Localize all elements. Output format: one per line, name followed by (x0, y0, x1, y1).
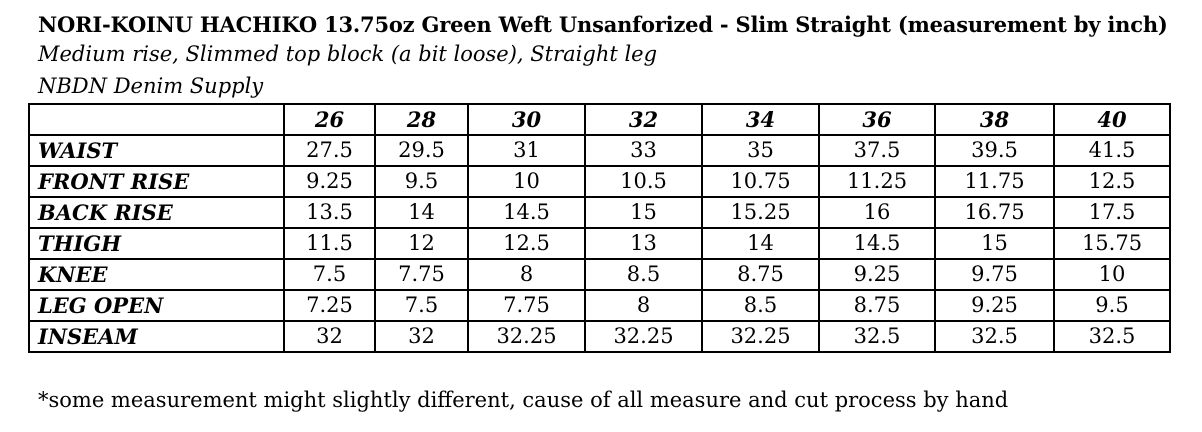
measurement-cell: 13.5 (283, 196, 376, 229)
document-subtitle: Medium rise, Slimmed top block (a bit lo… (38, 42, 658, 66)
measurement-cell: 13 (584, 227, 703, 260)
measurement-cell: 14.5 (467, 196, 586, 229)
measurement-cell: 27.5 (283, 134, 376, 167)
header-row: 26 28 30 32 34 36 38 40 (28, 103, 1171, 136)
measurement-cell: 32 (374, 320, 469, 353)
size-header: 28 (374, 103, 469, 136)
measurement-cell: 32.5 (1053, 320, 1171, 353)
measurement-cell: 15 (584, 196, 703, 229)
document-title: NORI-KOINU HACHIKO 13.75oz Green Weft Un… (38, 12, 1168, 37)
measurement-cell: 11.25 (818, 165, 936, 198)
measurement-cell: 8 (467, 258, 586, 291)
measurement-cell: 9.5 (1053, 289, 1171, 322)
measurement-cell: 7.75 (374, 258, 469, 291)
measurement-cell: 8.5 (584, 258, 703, 291)
measurement-cell: 12 (374, 227, 469, 260)
measurement-cell: 7.25 (283, 289, 376, 322)
measurement-cell: 8.5 (701, 289, 820, 322)
size-header: 40 (1053, 103, 1171, 136)
measurement-cell: 14 (701, 227, 820, 260)
footnote: *some measurement might slightly differe… (38, 388, 1009, 412)
row-label: INSEAM (28, 320, 285, 353)
measurement-cell: 16.75 (934, 196, 1055, 229)
size-header: 26 (283, 103, 376, 136)
measurement-cell: 17.5 (1053, 196, 1171, 229)
size-header: 34 (701, 103, 820, 136)
row-label: THIGH (28, 227, 285, 260)
measurement-cell: 15.75 (1053, 227, 1171, 260)
measurement-cell: 9.75 (934, 258, 1055, 291)
size-header: 32 (584, 103, 703, 136)
measurement-cell: 15.25 (701, 196, 820, 229)
measurement-cell: 7.75 (467, 289, 586, 322)
measurement-cell: 29.5 (374, 134, 469, 167)
table-row: KNEE 7.5 7.75 8 8.5 8.75 9.25 9.75 10 (28, 258, 1171, 291)
table-row: BACK RISE 13.5 14 14.5 15 15.25 16 16.75… (28, 196, 1171, 229)
table-row: LEG OPEN 7.25 7.5 7.75 8 8.5 8.75 9.25 9… (28, 289, 1171, 322)
measurement-cell: 9.25 (818, 258, 936, 291)
row-label: WAIST (28, 134, 285, 167)
measurement-cell: 32.5 (818, 320, 936, 353)
row-label: LEG OPEN (28, 289, 285, 322)
measurement-cell: 9.25 (283, 165, 376, 198)
row-label: FRONT RISE (28, 165, 285, 198)
size-header: 36 (818, 103, 936, 136)
measurement-cell: 35 (701, 134, 820, 167)
measurement-cell: 31 (467, 134, 586, 167)
measurement-cell: 9.5 (374, 165, 469, 198)
measurement-cell: 32.25 (584, 320, 703, 353)
measurement-cell: 41.5 (1053, 134, 1171, 167)
measurement-cell: 32 (283, 320, 376, 353)
table-row: FRONT RISE 9.25 9.5 10 10.5 10.75 11.25 … (28, 165, 1171, 198)
measurement-cell: 14.5 (818, 227, 936, 260)
corner-cell (28, 103, 285, 136)
table-row: THIGH 11.5 12 12.5 13 14 14.5 15 15.75 (28, 227, 1171, 260)
measurement-cell: 11.75 (934, 165, 1055, 198)
measurement-cell: 32.5 (934, 320, 1055, 353)
measurement-cell: 8.75 (701, 258, 820, 291)
size-header: 38 (934, 103, 1055, 136)
measurement-cell: 33 (584, 134, 703, 167)
measurement-cell: 32.25 (701, 320, 820, 353)
measurement-cell: 7.5 (283, 258, 376, 291)
measurement-cell: 39.5 (934, 134, 1055, 167)
measurement-cell: 12.5 (467, 227, 586, 260)
size-header: 30 (467, 103, 586, 136)
measurement-cell: 14 (374, 196, 469, 229)
measurement-cell: 11.5 (283, 227, 376, 260)
measurement-cell: 8.75 (818, 289, 936, 322)
measurement-cell: 10.75 (701, 165, 820, 198)
measurement-cell: 12.5 (1053, 165, 1171, 198)
measurement-cell: 7.5 (374, 289, 469, 322)
row-label: KNEE (28, 258, 285, 291)
measurement-cell: 9.25 (934, 289, 1055, 322)
measurement-cell: 8 (584, 289, 703, 322)
row-label: BACK RISE (28, 196, 285, 229)
measurement-cell: 32.25 (467, 320, 586, 353)
measurement-cell: 37.5 (818, 134, 936, 167)
table-row: INSEAM 32 32 32.25 32.25 32.25 32.5 32.5… (28, 320, 1171, 353)
measurement-cell: 10 (1053, 258, 1171, 291)
measurement-cell: 10.5 (584, 165, 703, 198)
measurement-cell: 16 (818, 196, 936, 229)
measurement-cell: 15 (934, 227, 1055, 260)
supplier-name: NBDN Denim Supply (38, 74, 264, 98)
table-row: WAIST 27.5 29.5 31 33 35 37.5 39.5 41.5 (28, 134, 1171, 167)
measurement-cell: 10 (467, 165, 586, 198)
size-chart-table: 26 28 30 32 34 36 38 40 WAIST 27.5 29.5 … (28, 103, 1171, 353)
